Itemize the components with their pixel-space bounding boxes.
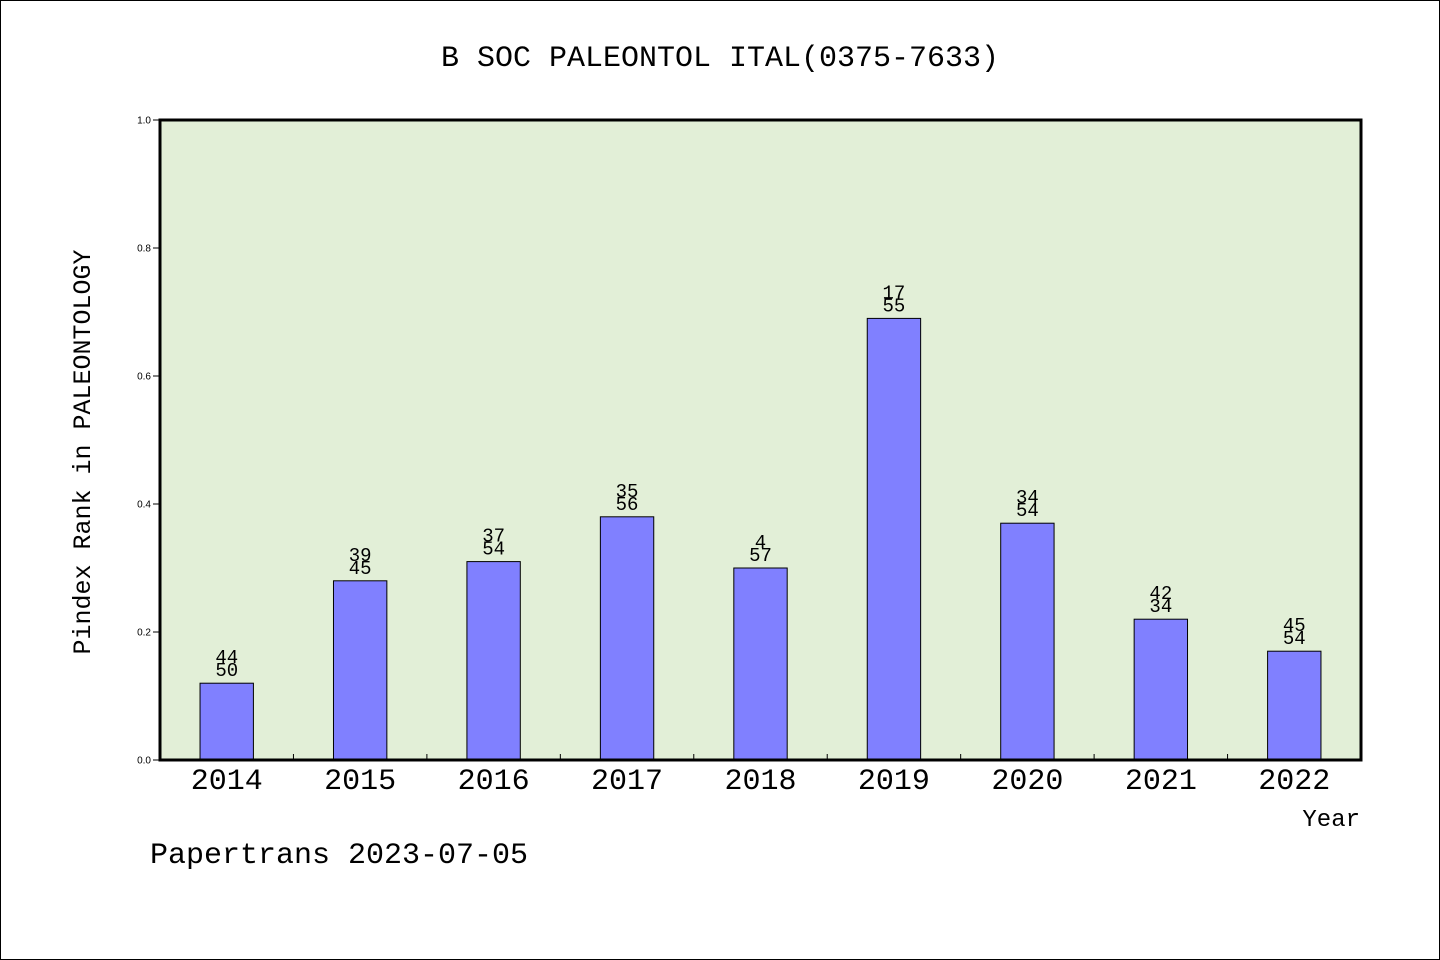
- bar-2015: [332, 580, 388, 761]
- bar-label-lower: 34: [1149, 596, 1172, 618]
- x-tick-label: 2014: [191, 765, 263, 799]
- y-tick-label: 1.0: [137, 116, 151, 127]
- chart-title: B SOC PALEONTOL ITAL(0375-7633): [441, 42, 999, 76]
- bar-2016: [466, 561, 521, 761]
- bar-2020: [1000, 522, 1055, 761]
- bar-label-lower: 45: [349, 558, 372, 580]
- bar-label-upper: 42: [1149, 583, 1172, 605]
- bar-2019: [866, 317, 922, 761]
- y-tick-label: 0.6: [137, 372, 151, 383]
- x-tick-label: 2021: [1125, 765, 1197, 799]
- bar-label-lower: 56: [616, 494, 639, 516]
- bar-2021: [1133, 618, 1189, 761]
- y-tick-label: 0.8: [137, 244, 151, 255]
- x-tick-label: 2015: [324, 765, 396, 799]
- bar-2022: [1267, 650, 1322, 761]
- bar-label-upper: 17: [883, 282, 906, 304]
- x-tick-label: 2022: [1258, 765, 1330, 799]
- bar-label-lower: 54: [1016, 500, 1039, 522]
- bar-label-lower: 50: [215, 660, 238, 682]
- y-axis-label: Pindex Rank in PALEONTOLOGY: [69, 249, 98, 654]
- x-tick-label: 2019: [858, 765, 930, 799]
- bar-label-upper: 35: [616, 481, 639, 503]
- bar-2018: [733, 567, 788, 761]
- x-tick-label: 2016: [458, 765, 530, 799]
- footer-annotation: Papertrans 2023-07-05: [150, 839, 528, 873]
- x-axis-label: Year: [1302, 807, 1360, 834]
- y-tick-label: 0.0: [137, 756, 151, 767]
- y-tick-label: 0.2: [137, 628, 151, 639]
- bar-label-upper: 45: [1283, 615, 1306, 637]
- bar-2014: [199, 682, 254, 761]
- plot-area-border: [158, 118, 1363, 762]
- bar-label-upper: 4: [755, 532, 766, 554]
- bar-label-lower: 55: [883, 295, 906, 317]
- x-tick-label: 2017: [591, 765, 663, 799]
- bar-2017: [599, 516, 655, 761]
- y-tick-label: 0.4: [137, 500, 151, 511]
- bar-label-upper: 34: [1016, 487, 1039, 509]
- bar-label-upper: 44: [215, 647, 238, 669]
- bar-label-upper: 39: [349, 545, 372, 567]
- x-tick-label: 2020: [991, 765, 1063, 799]
- axis-layer: 2014 2015 2016 2017 2018 2019 2020 2021 2022 0.0 0…: [137, 116, 1330, 800]
- x-tick-label: 2018: [724, 765, 796, 799]
- bar-label-lower: 57: [749, 545, 772, 567]
- bar-label-upper: 37: [482, 526, 505, 548]
- bar-label-lower: 54: [1283, 628, 1306, 650]
- bar-label-lower: 54: [482, 539, 505, 561]
